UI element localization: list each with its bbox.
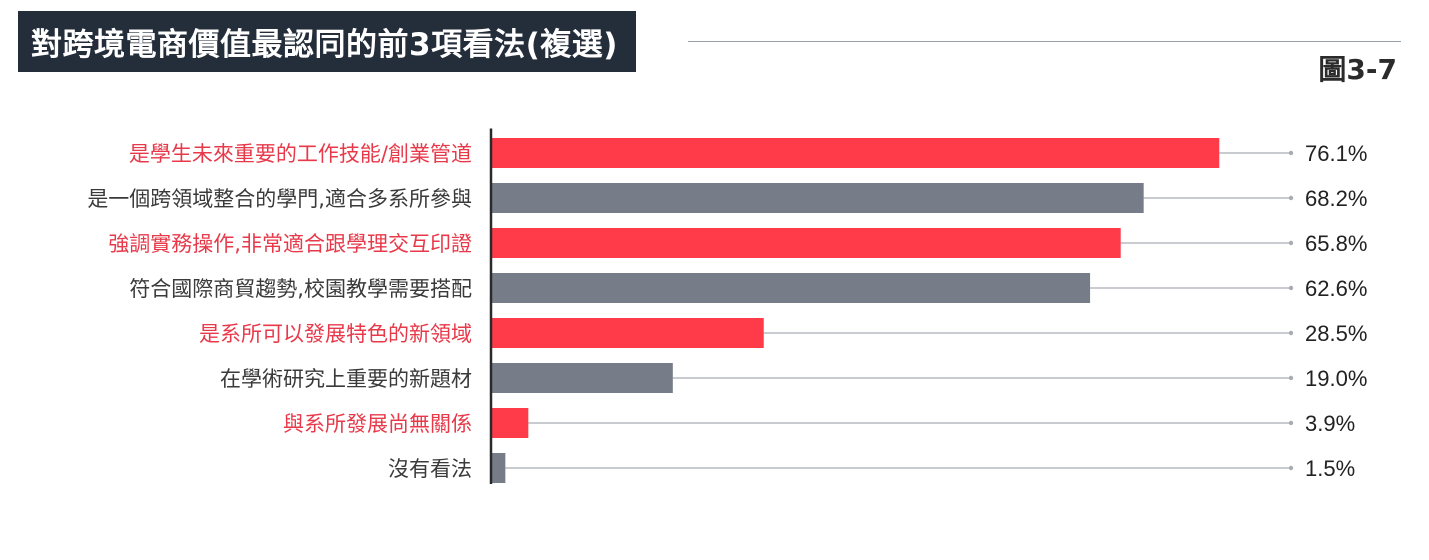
bar (491, 228, 1121, 258)
value-label: 19.0% (1305, 366, 1367, 391)
leader-dot (1288, 240, 1294, 246)
value-label: 76.1% (1305, 141, 1367, 166)
leader-dot (1288, 420, 1294, 426)
leader-dot (1288, 375, 1294, 381)
bar (491, 138, 1220, 168)
leader-dot (1288, 195, 1294, 201)
bar (491, 453, 506, 483)
title-rule (688, 41, 1401, 42)
leader-dot (1288, 330, 1294, 336)
value-label: 68.2% (1305, 186, 1367, 211)
category-label: 是學生未來重要的工作技能/創業管道 (129, 142, 472, 166)
value-label: 28.5% (1305, 321, 1367, 346)
figure-label: 圖3-7 (1318, 53, 1397, 86)
leader-dot (1288, 150, 1294, 156)
category-label: 是系所可以發展特色的新領域 (199, 322, 472, 346)
category-label: 符合國際商貿趨勢,校園教學需要搭配 (129, 277, 472, 301)
value-label: 3.9% (1305, 411, 1355, 436)
category-label: 強調實務操作,非常適合跟學理交互印證 (108, 232, 472, 256)
chart-title: 對跨境電商價值最認同的前3項看法(複選) (31, 27, 618, 63)
leader-dot (1288, 285, 1294, 291)
category-label: 沒有看法 (388, 457, 472, 481)
bar (491, 408, 529, 438)
category-label: 是一個跨領域整合的學門,適合多系所參與 (87, 187, 472, 211)
chart-title-box: 對跨境電商價值最認同的前3項看法(複選) (18, 11, 636, 72)
value-label: 65.8% (1305, 231, 1367, 256)
bar (491, 363, 673, 393)
leader-dot (1288, 465, 1294, 471)
bar (491, 183, 1144, 213)
category-label: 在學術研究上重要的新題材 (220, 367, 472, 391)
value-label: 62.6% (1305, 276, 1367, 301)
value-label: 1.5% (1305, 456, 1355, 481)
category-label: 與系所發展尚無關係 (283, 412, 472, 436)
bar (491, 273, 1091, 303)
bar (491, 318, 764, 348)
